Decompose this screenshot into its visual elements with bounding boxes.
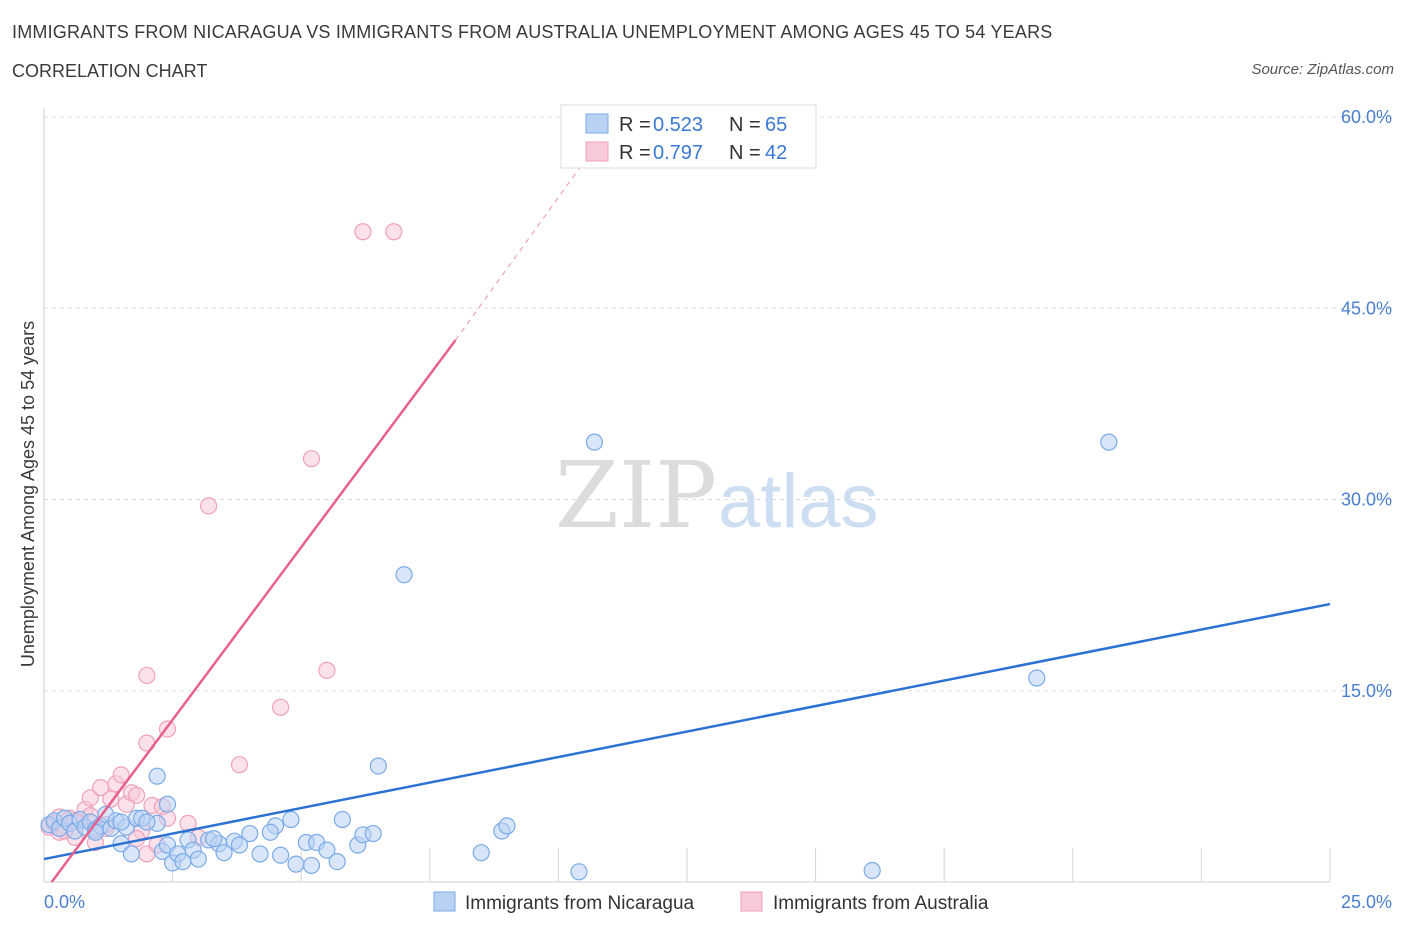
series-legend-label-nicaragua: Immigrants from Nicaragua <box>465 893 695 914</box>
data-point-australia <box>318 661 336 679</box>
chart-subtitle: CORRELATION CHART <box>12 61 208 81</box>
y-tick-label-45: 45.0% <box>1341 298 1392 318</box>
watermark-zip: ZIP <box>555 442 717 549</box>
data-point-nicaragua <box>570 863 588 881</box>
data-point-nicaragua <box>122 845 141 863</box>
data-point-australia <box>385 223 403 241</box>
data-point-nicaragua <box>189 850 207 868</box>
data-point-nicaragua <box>158 795 177 813</box>
data-point-australia <box>81 789 99 807</box>
data-point-australia <box>230 756 249 774</box>
data-point-nicaragua <box>1028 669 1046 687</box>
data-point-australia <box>112 766 130 784</box>
data-point-nicaragua <box>205 830 223 848</box>
x-tick-label-min: 0.0% <box>44 892 85 912</box>
legend-n-value-australia: 42 <box>765 142 787 164</box>
data-point-nicaragua <box>395 566 413 584</box>
trend-line-australia <box>50 339 457 883</box>
data-point-nicaragua <box>863 861 881 880</box>
data-point-nicaragua <box>272 846 290 864</box>
data-point-nicaragua <box>282 810 300 829</box>
data-point-australia <box>302 450 321 468</box>
legend-swatch-australia <box>585 141 609 162</box>
series-legend: Immigrants from Nicaragua Immigrants fro… <box>433 891 989 914</box>
data-point-nicaragua <box>333 810 351 829</box>
series-legend-swatch-nicaragua <box>433 891 456 912</box>
data-point-nicaragua <box>302 856 321 875</box>
trend-line-nicaragua <box>43 602 1331 861</box>
legend-r-label-nicaragua: R = <box>619 114 651 136</box>
gridlines <box>44 116 1392 692</box>
chart-source: Source: ZipAtlas.com <box>1251 61 1394 78</box>
data-point-nicaragua <box>112 813 130 831</box>
data-point-nicaragua <box>364 824 382 843</box>
series-legend-swatch-australia <box>740 891 763 912</box>
data-point-nicaragua <box>138 813 156 831</box>
y-axis-label: Unemployment Among Ages 45 to 54 years <box>18 321 38 667</box>
data-point-nicaragua <box>318 841 336 859</box>
legend-swatch-nicaragua <box>585 113 609 134</box>
legend-n-label-nicaragua: N = <box>729 114 761 136</box>
ticks: 15.0% 30.0% 45.0% 60.0% 0.0% 25.0% <box>43 107 1392 912</box>
data-point-australia <box>272 698 290 716</box>
y-tick-label-60: 60.0% <box>1341 107 1392 127</box>
series-australia-points <box>40 223 403 863</box>
data-point-nicaragua <box>148 767 166 785</box>
series-legend-label-australia: Immigrants from Australia <box>773 893 989 914</box>
legend-r-label-australia: R = <box>619 142 651 164</box>
data-point-australia <box>102 790 120 808</box>
y-tick-label-30: 30.0% <box>1341 490 1392 510</box>
stats-legend: R = 0.523 N = 65 R = 0.797 N = 42 <box>560 104 817 169</box>
trend-lines <box>43 161 1331 883</box>
data-point-nicaragua <box>230 836 249 854</box>
data-point-australia <box>354 223 372 241</box>
x-tick-label-max: 25.0% <box>1341 892 1392 912</box>
data-point-nicaragua <box>261 823 279 841</box>
data-point-australia <box>138 666 156 685</box>
data-point-australia <box>200 497 218 515</box>
data-point-nicaragua <box>251 845 269 863</box>
chart-title: IMMIGRANTS FROM NICARAGUA VS IMMIGRANTS … <box>12 22 1053 42</box>
trend-line-extension-australia <box>455 161 585 341</box>
legend-n-label-australia: N = <box>729 142 761 164</box>
watermark-atlas: atlas <box>718 459 879 544</box>
data-point-nicaragua <box>287 855 305 873</box>
data-point-nicaragua <box>498 817 516 835</box>
data-point-nicaragua <box>369 757 387 775</box>
data-point-nicaragua <box>241 824 259 843</box>
y-tick-label-15: 15.0% <box>1341 681 1392 701</box>
data-point-nicaragua <box>328 852 346 871</box>
legend-r-value-nicaragua: 0.523 <box>653 114 703 136</box>
legend-n-value-nicaragua: 65 <box>765 114 787 136</box>
data-point-nicaragua <box>1100 433 1118 451</box>
data-point-nicaragua <box>585 433 604 451</box>
data-point-nicaragua <box>215 844 233 862</box>
data-point-australia <box>127 786 146 804</box>
series-nicaragua-points <box>40 433 1118 881</box>
data-point-nicaragua <box>472 844 490 862</box>
legend-r-value-australia: 0.797 <box>653 142 703 164</box>
